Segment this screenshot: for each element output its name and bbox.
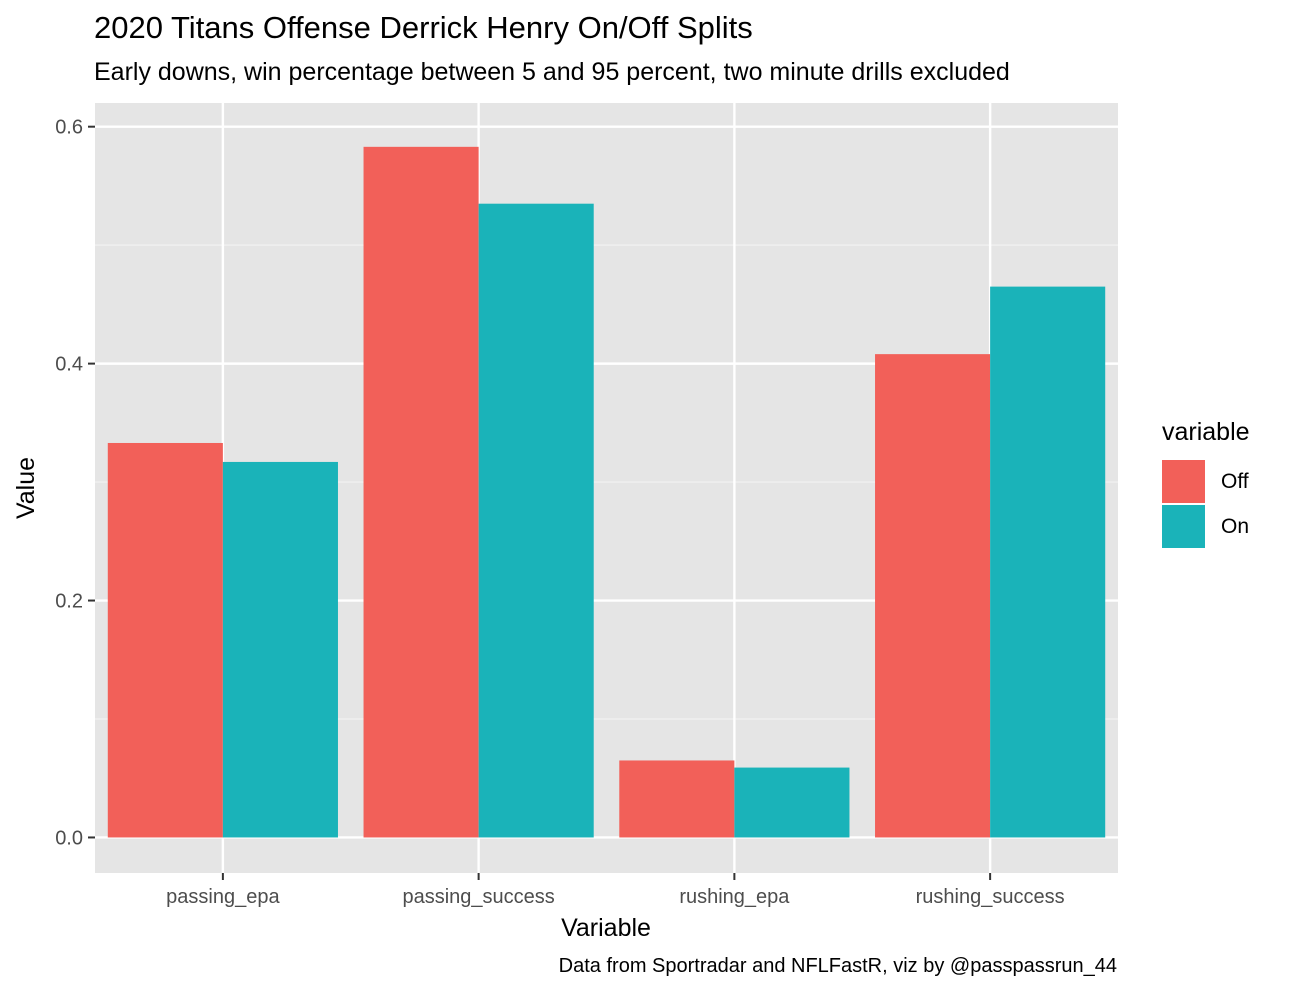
bar-off-passing-epa [107,442,223,838]
bar-on-rushing-epa [734,767,850,838]
chart-subtitle: Early downs, win percentage between 5 an… [94,58,1010,86]
bar-off-rushing-success [875,354,991,838]
legend-key-off [1162,460,1205,503]
legend-item-off: Off [1162,459,1250,504]
bar-on-passing-epa [222,461,338,838]
x-tick-label: rushing_epa [679,886,790,908]
bar-off-passing-success [363,146,479,838]
x-tick-label: passing_epa [166,886,280,908]
chart-title: 2020 Titans Offense Derrick Henry On/Off… [94,10,753,45]
bar-on-passing-success [478,203,594,838]
legend: variable Off On [1162,418,1250,549]
x-tick-label: rushing_success [916,886,1065,908]
y-tick-label: 0.4 [55,354,83,376]
legend-key-on [1162,505,1205,548]
legend-label-on: On [1221,514,1250,538]
x-axis-title: Variable [561,914,651,942]
legend-item-on: On [1162,504,1250,549]
chart-caption: Data from Sportradar and NFLFastR, viz b… [558,955,1117,977]
bars [107,146,1106,838]
bar-on-rushing-success [990,286,1106,838]
y-tick-label: 0.2 [55,591,83,613]
y-axis-ticks: 0.0 0.2 0.4 0.6 [55,117,95,849]
x-axis-ticks: passing_epa passing_success rushing_epa rus… [166,873,1065,908]
y-tick-label: 0.6 [55,117,83,139]
legend-title: variable [1162,418,1250,446]
bar-off-rushing-epa [619,760,735,838]
legend-label-off: Off [1221,469,1249,493]
y-axis-title: Value [12,457,40,519]
x-tick-label: passing_success [402,886,554,908]
y-tick-label: 0.0 [55,827,83,849]
